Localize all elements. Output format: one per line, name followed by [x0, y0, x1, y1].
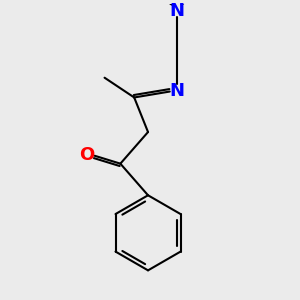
Text: N: N	[169, 2, 184, 20]
Text: N: N	[169, 82, 184, 100]
Text: O: O	[79, 146, 94, 164]
